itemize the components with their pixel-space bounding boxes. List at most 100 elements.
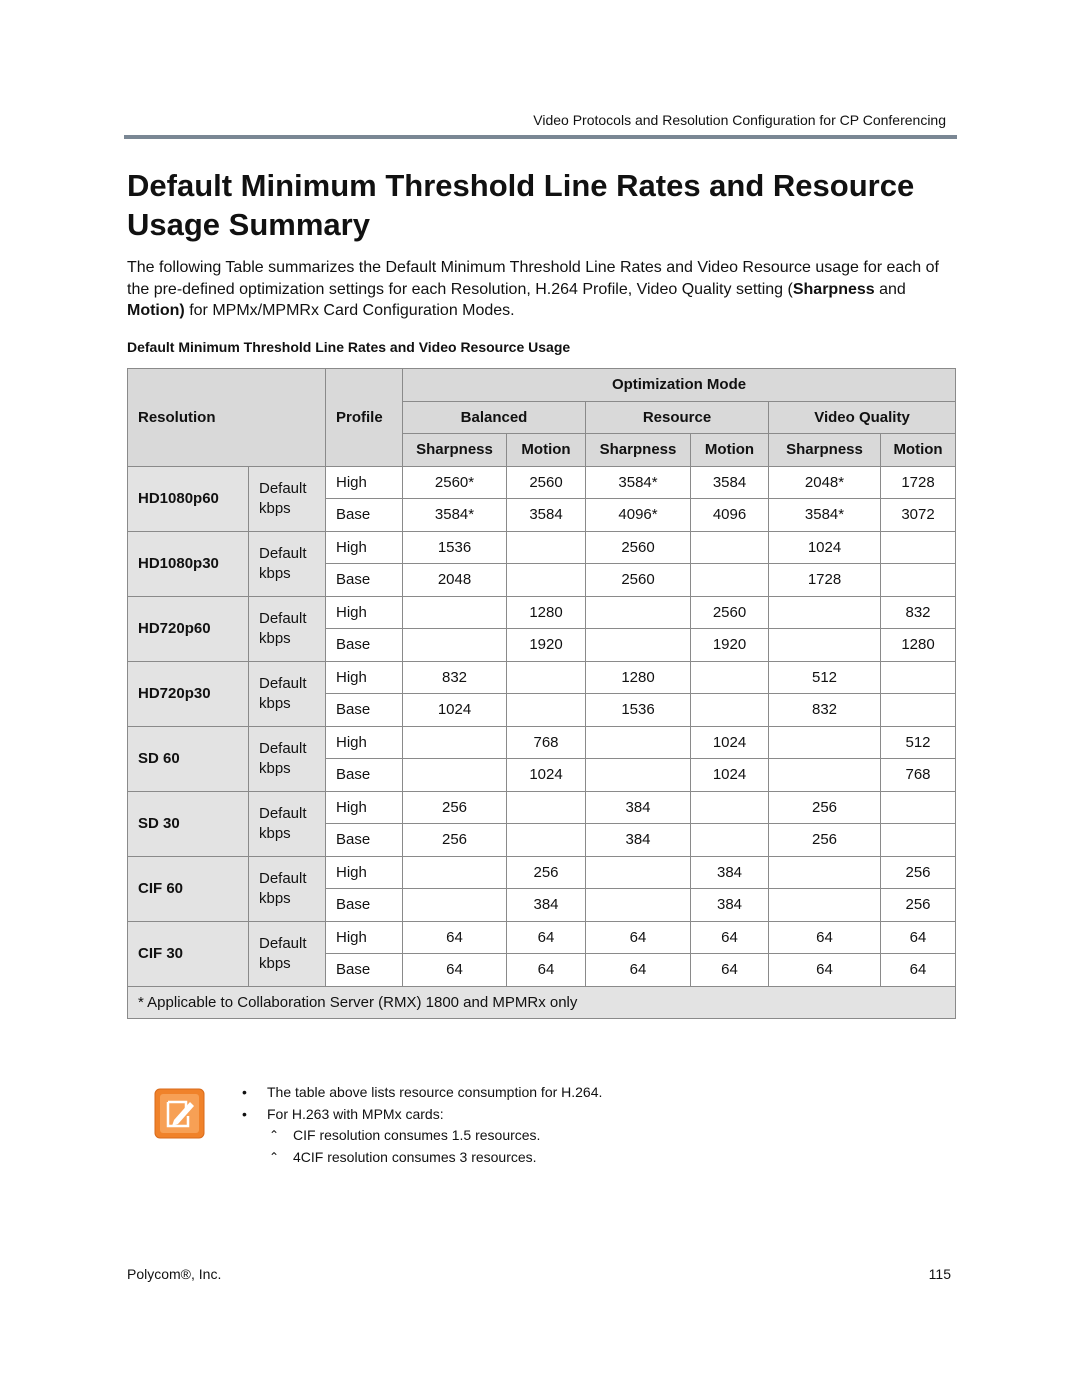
value-cell: 2560	[690, 595, 769, 629]
value-cell: 2048	[402, 563, 507, 597]
header-cell: Motion	[690, 433, 769, 467]
value-cell: 768	[506, 725, 586, 759]
value-cell: 384	[585, 823, 691, 857]
section-title: Default Minimum Threshold Line Rates and…	[127, 168, 915, 242]
header-cell: Resolution	[127, 368, 326, 467]
value-cell	[402, 725, 507, 759]
value-cell: 2048*	[768, 465, 881, 499]
note-item: For H.263 with MPMx cards:	[240, 1104, 602, 1126]
value-cell: 384	[585, 790, 691, 824]
value-cell: 1920	[690, 628, 769, 662]
value-cell: 256	[768, 823, 881, 857]
value-cell: 1280	[879, 628, 957, 662]
table-row: SD 30 Default kbps High 256 384 256	[127, 790, 957, 857]
resolution-cell: CIF 30	[127, 920, 249, 987]
value-cell: 256	[768, 790, 881, 824]
value-cell	[768, 888, 881, 922]
value-cell	[768, 855, 881, 889]
intro-text: and	[874, 280, 906, 298]
table-body: Resolution Profile Optimization Mode Balanc…	[126, 368, 957, 1019]
value-cell	[690, 823, 769, 857]
table-row: Base 1024 1024 768	[128, 758, 957, 792]
header-cell: Sharpness	[585, 433, 691, 467]
value-cell: 2560	[506, 465, 586, 499]
value-cell	[402, 855, 507, 889]
value-cell: 4096	[690, 498, 769, 532]
value-cell	[506, 693, 586, 727]
profile-cell: Default kbps	[248, 920, 326, 987]
value-cell	[879, 823, 957, 857]
value-cell	[690, 563, 769, 597]
intro-text: for MPMx/MPMRx Card Configuration Modes.	[184, 302, 515, 319]
value-cell: 64	[402, 953, 507, 987]
header-cell: Sharpness	[402, 433, 507, 467]
value-cell	[879, 693, 957, 727]
value-cell: 64	[402, 920, 507, 954]
value-cell: 832	[768, 693, 881, 727]
header-row: Resolution Profile Optimization Mode	[127, 368, 957, 467]
profile-cell: Default kbps	[248, 725, 326, 792]
value-cell: 384	[506, 888, 586, 922]
value-cell: 64	[768, 920, 881, 954]
value-cell: 3584*	[402, 498, 507, 532]
value-cell	[879, 530, 957, 564]
value-cell: 64	[506, 920, 586, 954]
intro-text: Motion)	[127, 302, 185, 319]
value-cell: 64	[585, 920, 691, 954]
value-cell: 256	[879, 888, 957, 922]
value-cell	[506, 660, 586, 694]
value-cell: 768	[879, 758, 957, 792]
quality-cell: High	[325, 790, 403, 824]
quality-cell: High	[325, 465, 403, 499]
value-cell	[879, 563, 957, 597]
value-cell: 64	[690, 953, 769, 987]
table-row: HD720p30 Default kbps High 832 1280 512	[127, 660, 957, 727]
value-cell: 1728	[768, 563, 881, 597]
value-cell: 2560	[585, 563, 691, 597]
value-cell: 1280	[585, 660, 691, 694]
table-row: Base 256 384 256	[128, 823, 957, 857]
value-cell: 64	[690, 920, 769, 954]
profile-cell: Default kbps	[248, 465, 326, 532]
value-cell	[585, 725, 691, 759]
resolution-cell: HD720p60	[127, 595, 249, 662]
value-cell	[402, 758, 507, 792]
value-cell	[402, 888, 507, 922]
quality-cell: High	[325, 660, 403, 694]
value-cell	[585, 855, 691, 889]
quality-cell: Base	[325, 888, 403, 922]
table-row: CIF 30 Default kbps High 64 64 64 64 64 64	[127, 920, 957, 987]
value-cell: 3584	[690, 465, 769, 499]
value-cell: 1920	[506, 628, 586, 662]
value-cell: 3584*	[585, 465, 691, 499]
table-row: SD 60 Default kbps High 768 1024 512	[127, 725, 957, 792]
quality-cell: Base	[325, 953, 403, 987]
resolution-cell: HD720p30	[127, 660, 249, 727]
value-cell	[768, 758, 881, 792]
value-cell: 64	[879, 953, 957, 987]
quality-cell: Base	[325, 693, 403, 727]
intro-text: The following Table summarizes the Defau…	[127, 259, 939, 298]
value-cell: 512	[879, 725, 957, 759]
value-cell	[690, 660, 769, 694]
header-row: Sharpness Motion Sharpness Motion Sharpness M…	[128, 433, 957, 467]
value-cell	[585, 758, 691, 792]
table-row: Base 64 64 64 64 64 64	[128, 953, 957, 987]
value-cell	[402, 595, 507, 629]
value-cell: 3072	[879, 498, 957, 532]
value-cell	[585, 628, 691, 662]
value-cell: 64	[585, 953, 691, 987]
table-caption: Default Minimum Threshold Line Rates and…	[127, 339, 571, 355]
header-cell: Resource	[585, 400, 769, 434]
value-cell: 1024	[690, 725, 769, 759]
value-cell	[690, 693, 769, 727]
value-cell	[506, 823, 586, 857]
value-cell: 2560*	[402, 465, 507, 499]
note-subitem: 4CIF resolution consumes 3 resources.	[240, 1147, 602, 1169]
intro-text: Sharpness	[792, 280, 875, 298]
footnote: * Applicable to Collaboration Server (RM…	[126, 985, 957, 1019]
header-cell: Sharpness	[768, 433, 881, 467]
header-cell: Video Quality	[767, 400, 957, 434]
value-cell: 2560	[585, 530, 691, 564]
